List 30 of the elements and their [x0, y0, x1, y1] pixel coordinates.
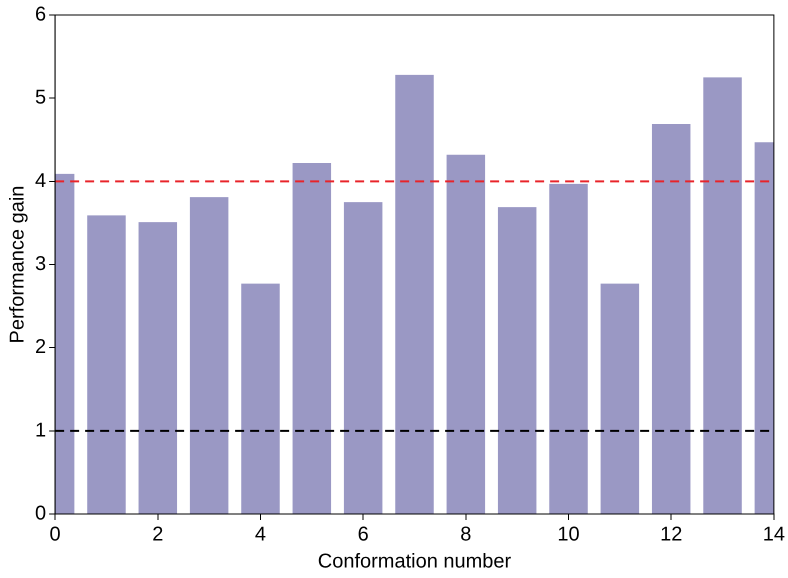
- bar: [498, 207, 536, 514]
- bar: [190, 197, 228, 514]
- bar: [652, 124, 690, 514]
- y-tick-label: 0: [35, 502, 46, 525]
- x-tick-label: 12: [660, 524, 682, 546]
- y-axis-title: Performance gain: [6, 186, 29, 344]
- y-tick-label: 1: [35, 419, 46, 442]
- bar: [87, 215, 126, 514]
- bar: [344, 202, 382, 514]
- bar: [292, 163, 332, 514]
- x-axis-title: Conformation number: [318, 550, 512, 573]
- bar: [446, 154, 486, 514]
- bar: [395, 74, 434, 514]
- x-tick-label: 8: [460, 524, 472, 546]
- x-tick-label: 4: [254, 524, 266, 546]
- x-tick-label: 14: [762, 524, 785, 546]
- x-tick-label: 0: [50, 524, 61, 546]
- x-tick-label: 6: [358, 524, 369, 546]
- y-tick-label: 4: [35, 170, 46, 192]
- bar: [703, 77, 742, 514]
- y-tick-label: 5: [35, 86, 46, 109]
- y-tick-label: 6: [35, 4, 46, 26]
- bar: [600, 284, 640, 514]
- x-tick-label: 2: [152, 524, 164, 546]
- y-tick-label: 3: [35, 253, 46, 276]
- bar: [138, 222, 178, 514]
- bar: [241, 284, 280, 514]
- bar: [549, 184, 588, 514]
- y-tick-label: 2: [35, 336, 46, 358]
- x-tick-label: 10: [557, 524, 580, 546]
